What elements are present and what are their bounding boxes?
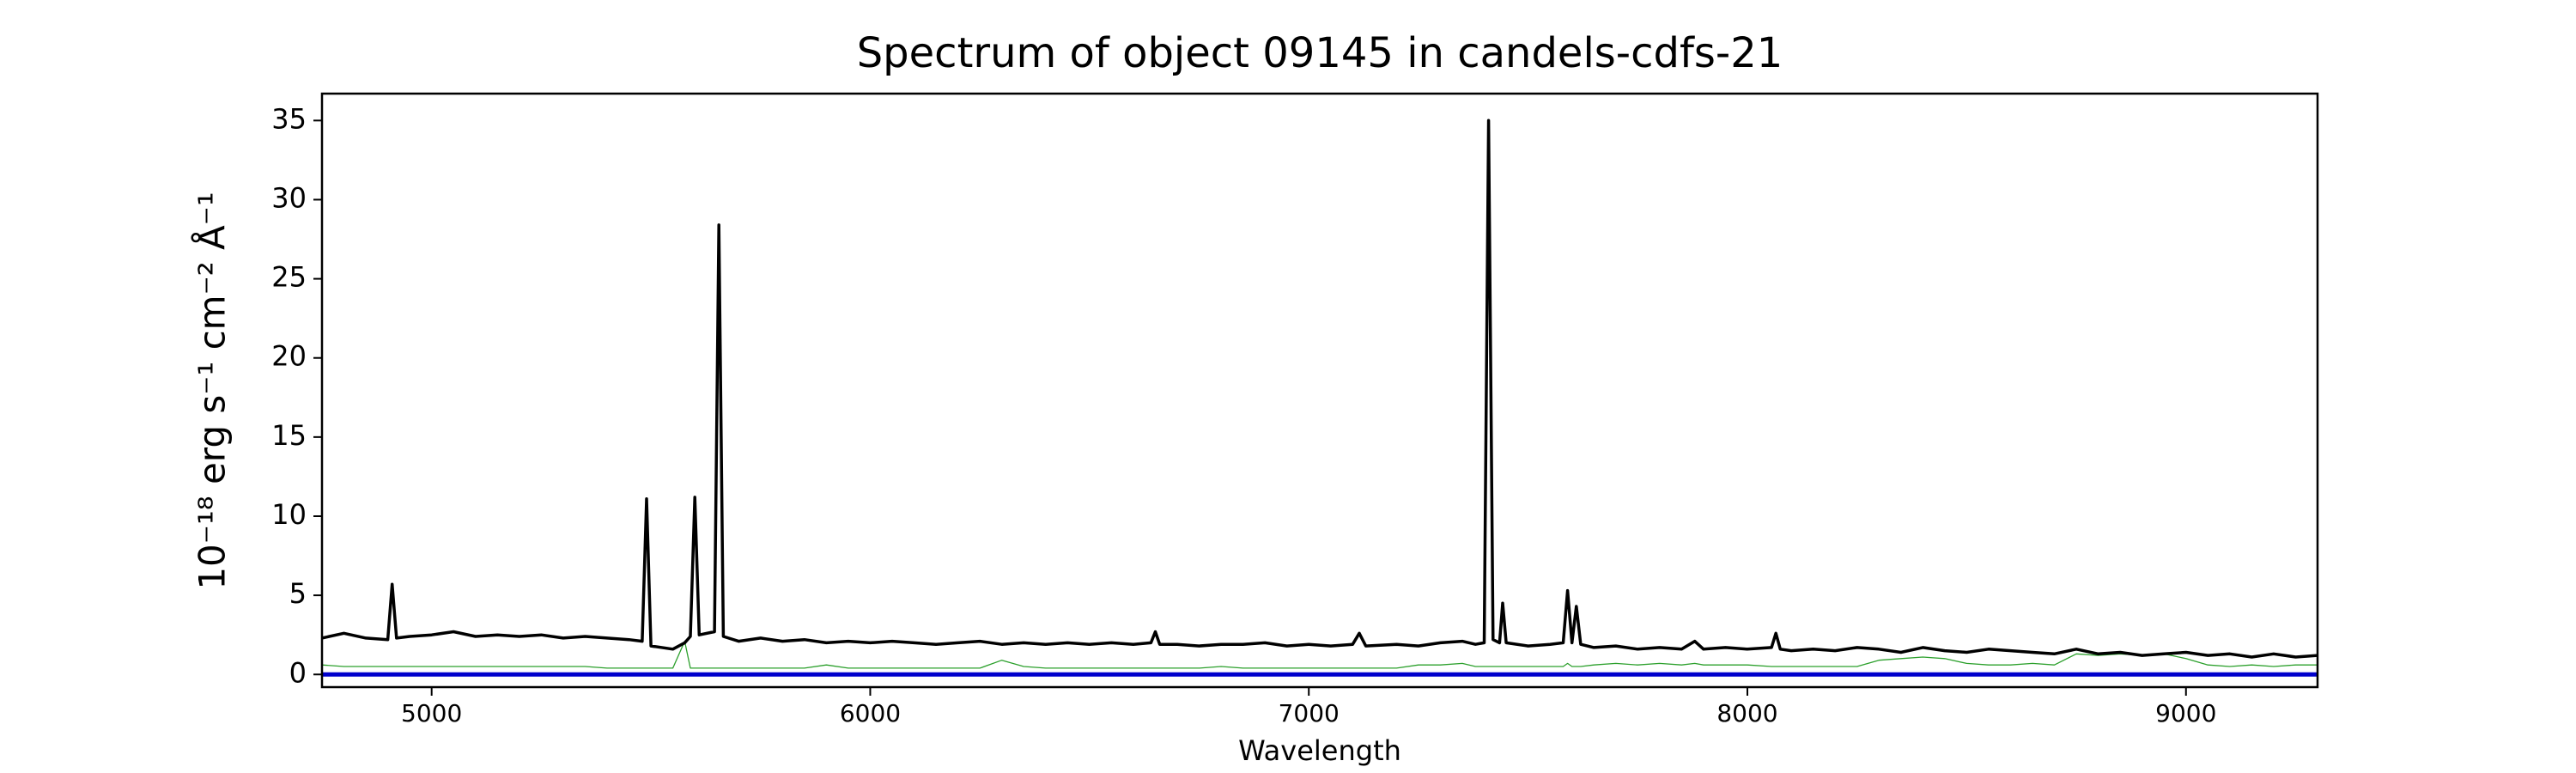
- chart-title: Spectrum of object 09145 in candels-cdfs…: [857, 29, 1783, 77]
- y-tick-label: 30: [271, 181, 307, 214]
- x-tick-label: 6000: [840, 699, 901, 727]
- spectrum-line: [322, 640, 2318, 669]
- y-tick-label: 35: [271, 102, 307, 135]
- y-tick-label: 5: [289, 577, 307, 610]
- y-tick-label: 25: [271, 261, 307, 294]
- y-tick-label: 15: [271, 419, 307, 452]
- x-axis-label: Wavelength: [1238, 734, 1401, 767]
- spectrum-line: [322, 119, 2318, 659]
- plot-frame: [320, 92, 2319, 689]
- y-tick-label: 10: [271, 498, 307, 531]
- x-tick-label: 8000: [1716, 699, 1777, 727]
- y-tick-label: 0: [289, 656, 307, 689]
- x-tick-label: 7000: [1279, 699, 1340, 727]
- y-tick-label: 20: [271, 340, 307, 373]
- y-axis-label: 10⁻¹⁸ erg s⁻¹ cm⁻² Å⁻¹: [191, 192, 234, 589]
- x-tick-label: 9000: [2155, 699, 2216, 727]
- x-tick-label: 5000: [401, 699, 462, 727]
